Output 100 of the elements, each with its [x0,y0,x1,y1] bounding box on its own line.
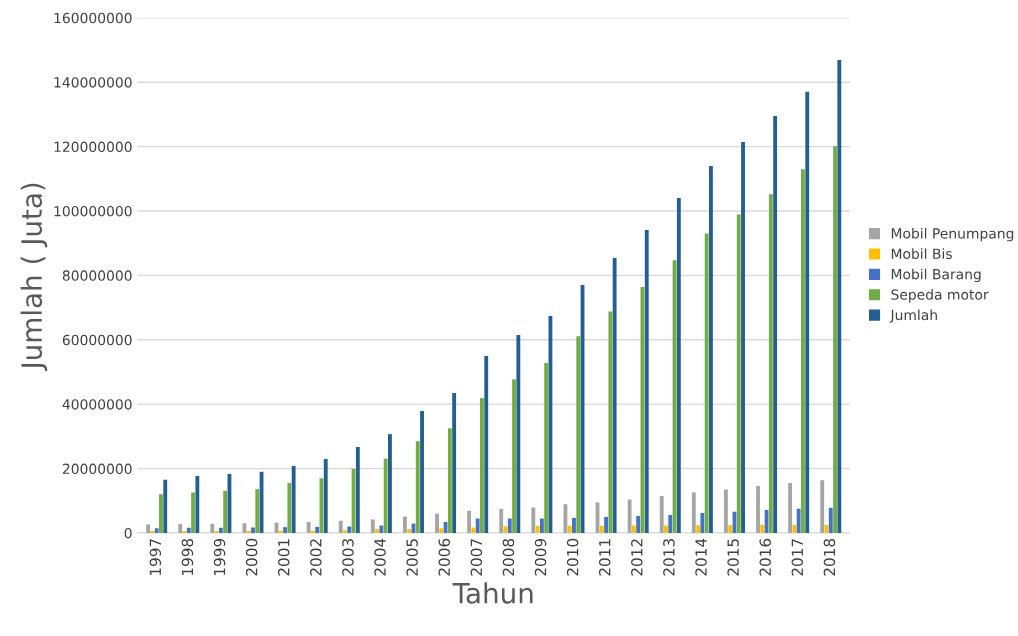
bar [370,519,375,533]
bar [563,504,568,533]
bar [315,526,320,533]
y-tick-label: 20000000 [62,463,132,475]
bar [572,517,576,533]
bar [415,441,420,533]
bar [788,483,793,533]
bar [709,165,713,533]
legend-label: Sepeda motor [891,289,989,303]
bar [773,116,778,533]
y-tick-label: 60000000 [62,334,132,346]
bar [375,529,380,533]
bar [218,527,223,533]
bar [507,518,512,533]
bar [696,525,701,533]
bar [475,518,480,533]
bar [154,528,159,533]
x-tick-label: 2012 [631,539,643,576]
bar [323,458,328,533]
bar [604,516,608,533]
x-tick-label: 2008 [502,538,515,576]
bar [631,525,636,533]
bar [599,525,604,533]
bar [612,258,617,533]
bar [723,489,728,533]
x-tick-label: 1997 [149,539,162,576]
bar [210,523,215,533]
bar [801,169,805,533]
bar [447,428,452,533]
bar [768,194,773,533]
bar [443,522,448,533]
bar [644,229,649,533]
bar [195,475,200,533]
x-tick-label: 2014 [695,538,707,576]
bar [535,525,540,533]
bar [435,513,439,533]
bar [186,527,191,533]
bar [736,214,741,533]
bar [691,492,696,533]
bar [512,379,516,533]
bar [576,336,581,533]
x-tick-label: 2011 [598,539,611,576]
bar [728,525,733,533]
x-tick-label: 2004 [374,538,386,576]
bar [700,513,705,533]
y-tick-label: 160000000 [54,12,132,24]
bar [668,514,673,533]
legend-label: Mobil Penumpang [891,227,1014,242]
bar [516,334,521,533]
bar [760,524,765,533]
bar [756,485,760,533]
bar [676,198,681,533]
bar [636,515,641,533]
bar [191,492,195,533]
x-tick-label: 2002 [310,539,322,576]
bar [452,392,457,533]
x-tick-label: 1999 [213,538,226,576]
bar [833,146,837,533]
bar [539,518,544,533]
bar [499,508,504,533]
x-tick-label: 2006 [438,538,451,576]
bar [403,516,407,533]
x-tick-label: 2016 [759,538,772,576]
bar [283,527,288,533]
y-tick-label: 80000000 [62,270,132,281]
y-tick-label: 100000000 [54,205,132,217]
y-axis-title: Jumlah ( Juta) [20,183,48,371]
bar [407,529,412,533]
x-tick-label: 2010 [566,538,579,576]
x-tick-label: 2003 [342,539,354,576]
bar [805,91,810,533]
legend-label: Mobil Bis [891,248,952,260]
bar [792,524,797,533]
bar [741,142,745,533]
bar [664,525,668,533]
bar [223,490,228,533]
bar [439,528,444,533]
x-tick-label: 2009 [534,538,547,576]
bar [627,499,632,533]
bar [287,483,292,533]
bar [347,526,352,533]
bar [355,447,360,533]
bar [163,479,168,533]
bar [343,530,347,533]
bar [338,520,343,533]
y-tick-label: 140000000 [54,77,132,88]
bar [159,494,163,533]
x-tick-label: 2005 [406,539,418,576]
x-axis-title: Tahun [452,582,533,604]
x-tick-label: 2015 [727,539,739,576]
bar [146,524,151,533]
y-tick-label: 0 [124,527,132,539]
bar [420,410,424,533]
bar [828,507,833,533]
bar [659,495,664,533]
bar [467,510,472,533]
bar [255,489,260,533]
bar [383,458,388,533]
bar [531,507,536,533]
x-tick-label: 2017 [791,539,804,576]
